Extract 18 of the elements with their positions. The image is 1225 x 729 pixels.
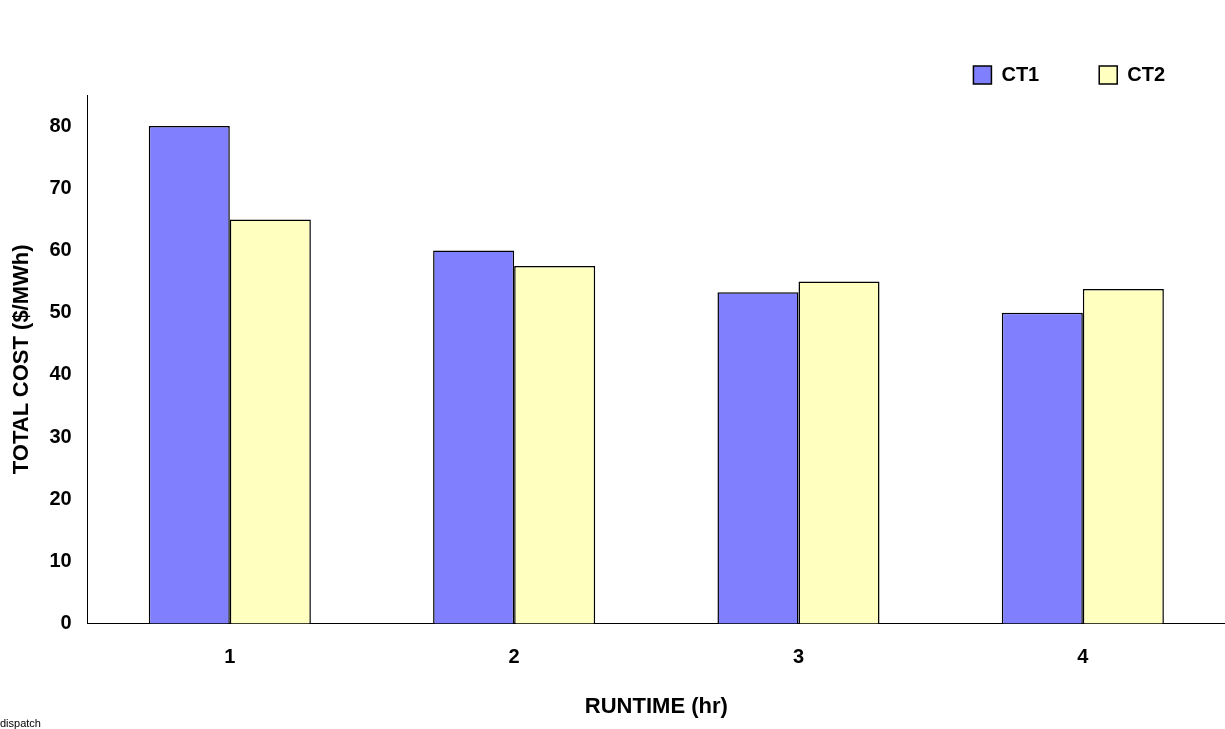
x-tick-label: 3 bbox=[792, 645, 805, 668]
x-tick-label: 4 bbox=[1077, 645, 1090, 668]
y-tick-label: 40 bbox=[49, 362, 72, 385]
y-tick-label: 80 bbox=[49, 113, 72, 136]
legend-label: CT1 bbox=[1001, 62, 1040, 85]
y-axis-title: TOTAL COST ($/MWh) bbox=[8, 244, 34, 475]
x-tick-label: 2 bbox=[508, 645, 520, 668]
legend-label: CT2 bbox=[1127, 62, 1166, 85]
x-axis-title: RUNTIME (hr) bbox=[584, 692, 728, 718]
y-tick-label: 30 bbox=[49, 424, 72, 447]
y-tick-label: 50 bbox=[49, 300, 72, 323]
y-tick-label: 70 bbox=[49, 175, 72, 198]
y-tick-label: 10 bbox=[49, 548, 72, 571]
y-tick-label: 60 bbox=[49, 237, 72, 260]
x-tick-label: 1 bbox=[224, 645, 236, 668]
text: dispatch bbox=[0, 717, 41, 729]
y-tick-label: 20 bbox=[49, 486, 72, 509]
y-tick-label: 0 bbox=[60, 611, 72, 634]
